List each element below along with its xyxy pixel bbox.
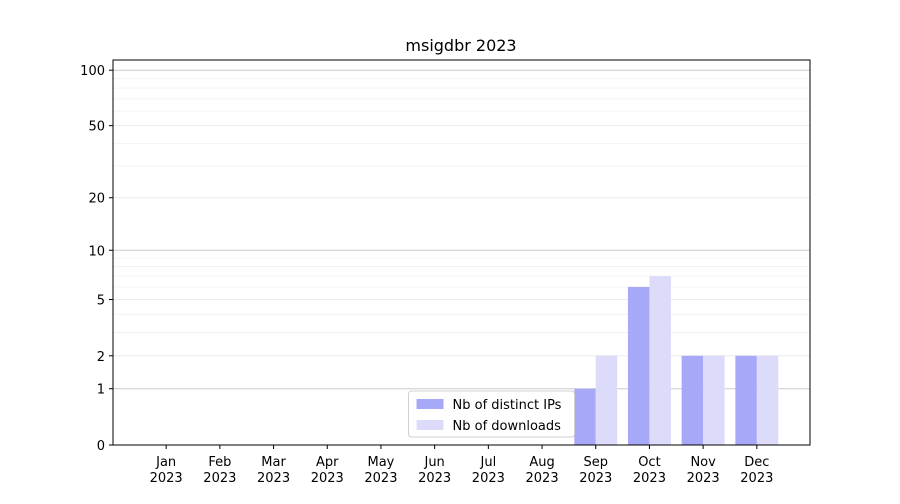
legend-swatch <box>416 399 444 409</box>
x-tick-label: Aug 2023 <box>526 455 559 486</box>
bar <box>627 286 650 445</box>
y-tick-label: 20 <box>88 192 105 207</box>
y-tick-label: 100 <box>80 64 105 79</box>
x-tick-label: Oct 2023 <box>633 455 666 486</box>
x-tick-label: Nov 2023 <box>687 455 720 486</box>
legend-swatch <box>416 420 444 430</box>
bar <box>756 355 779 445</box>
y-tick-label: 2 <box>97 350 105 365</box>
x-tick-label: Dec 2023 <box>740 455 773 486</box>
bar <box>735 355 757 445</box>
x-tick-label: Sep 2023 <box>579 455 612 486</box>
chart-title: msigdbr 2023 <box>405 36 516 55</box>
plot-frame <box>112 59 811 446</box>
x-tick-label: Mar 2023 <box>257 455 290 486</box>
y-tick-label: 50 <box>88 120 105 135</box>
bar <box>595 355 618 445</box>
legend-box <box>408 390 575 438</box>
bar <box>681 355 704 445</box>
x-tick-label: Feb 2023 <box>203 455 236 486</box>
legend-label: Nb of downloads <box>453 419 562 434</box>
bar <box>703 355 725 445</box>
bar <box>574 388 596 445</box>
x-tick-label: Apr 2023 <box>311 455 344 486</box>
y-tick-label: 10 <box>88 244 105 259</box>
y-tick-label: 0 <box>97 439 105 454</box>
bar <box>649 276 671 445</box>
x-tick-label: Jan 2023 <box>150 455 183 486</box>
y-tick-label: 1 <box>97 383 105 398</box>
legend-label: Nb of distinct IPs <box>453 398 562 413</box>
x-tick-label: May 2023 <box>364 455 397 486</box>
x-tick-label: Jun 2023 <box>418 455 451 486</box>
y-tick-label: 5 <box>97 293 105 308</box>
x-tick-label: Jul 2023 <box>472 455 505 486</box>
